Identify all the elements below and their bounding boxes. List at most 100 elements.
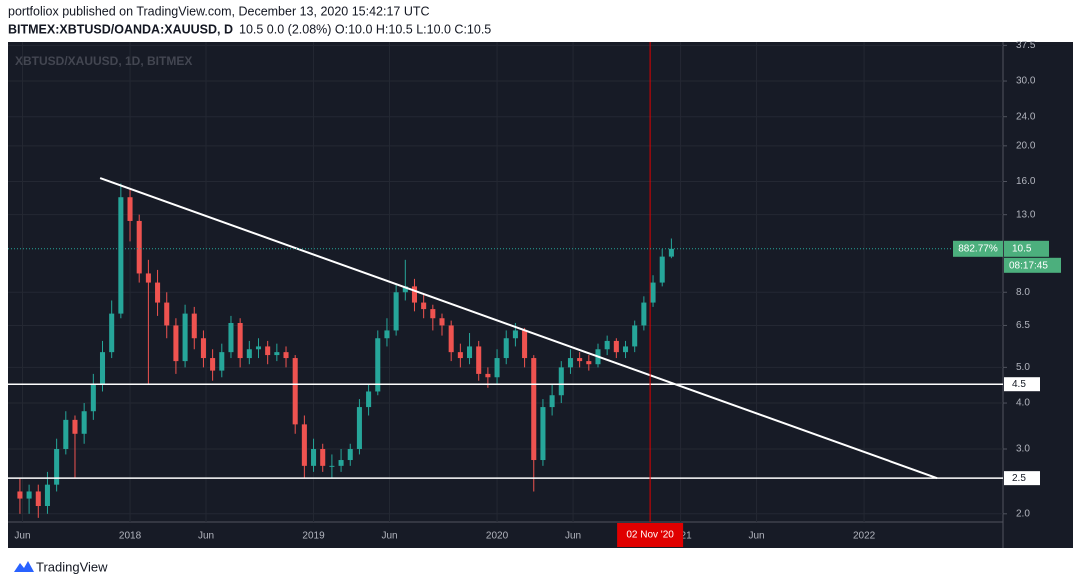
level-label-box	[1004, 377, 1040, 392]
candle-body	[604, 340, 610, 350]
candle-body	[650, 282, 656, 303]
candle-body	[659, 256, 665, 283]
candle-body	[512, 330, 518, 339]
candle-body	[127, 197, 133, 221]
grid	[8, 42, 1003, 522]
candle-body	[255, 346, 262, 350]
level-label: 2.5	[1012, 473, 1026, 484]
level-label: 4.5	[1012, 379, 1026, 390]
candle-body	[17, 491, 23, 499]
candle-body	[347, 449, 353, 461]
countdown-label: 08:17:45	[1009, 260, 1048, 271]
candle-body	[476, 346, 482, 374]
candle-body	[439, 318, 445, 326]
candle-body	[136, 220, 142, 274]
y-tick-label: 8.0	[1016, 287, 1030, 298]
y-tick-label: 3.0	[1016, 444, 1030, 455]
last-price-box	[1004, 240, 1049, 257]
candle-body	[274, 352, 280, 356]
byline: portfoliox published on TradingView.com,…	[8, 4, 430, 18]
candle-body	[320, 449, 326, 466]
candle-body	[173, 325, 179, 362]
candle-body	[632, 325, 638, 347]
candle-body	[329, 465, 335, 467]
candle-body	[301, 424, 307, 466]
candle-body	[81, 411, 87, 434]
candle-body	[540, 407, 546, 461]
candle-body	[402, 286, 408, 293]
candle-body	[531, 358, 537, 461]
candle-body	[54, 449, 60, 485]
quote: 10.5 0.0 (2.08%) O:10.0 H:10.5 L:10.0 C:…	[239, 22, 491, 36]
candle-body	[522, 330, 528, 359]
candle-body	[613, 340, 619, 353]
date-marker-box	[617, 523, 684, 547]
candle-body	[210, 358, 216, 371]
candle-body	[283, 352, 289, 359]
y-tick-label: 16.0	[1016, 176, 1036, 187]
x-tick-label: Jun	[198, 531, 214, 542]
x-tick-label: Jun	[14, 531, 30, 542]
candle-body	[246, 349, 252, 359]
level-label-box	[1004, 471, 1040, 486]
y-tick-label: 6.5	[1016, 320, 1030, 331]
candle-body	[109, 313, 115, 353]
tradingview-logo: TradingView	[14, 559, 108, 574]
candle-body	[421, 302, 427, 310]
trend-line	[99, 177, 938, 480]
candle-body	[577, 358, 583, 362]
candle-body	[411, 286, 418, 303]
candle-body	[155, 282, 161, 303]
candle-body	[430, 309, 436, 319]
candle-body	[494, 358, 500, 378]
candle-body	[641, 302, 647, 326]
y-tick-label: 4.0	[1016, 398, 1030, 409]
candle-body	[145, 273, 151, 283]
candle-body	[457, 352, 463, 359]
plot	[8, 42, 1003, 522]
candle-body	[366, 391, 372, 408]
candle-body	[311, 449, 317, 466]
y-tick-label: 5.0	[1016, 362, 1030, 373]
candle-body	[63, 419, 69, 450]
candle-body	[356, 407, 362, 450]
candle-body	[485, 373, 491, 378]
candle-body	[219, 352, 225, 371]
candle-body	[384, 330, 390, 339]
y-tick-label: 13.0	[1016, 209, 1036, 220]
overlay: 2.0 3.0 4.0 5.0 6.5 8.0 13.0 16.0 20.0 24.0 30.0 37…	[14, 40, 1061, 547]
candle-body	[558, 367, 564, 396]
candle-body	[448, 325, 454, 353]
symbol: BITMEX:XBTUSD/OANDA:XAUUSD, D	[8, 22, 233, 36]
x-tick-label: Jun	[381, 531, 397, 542]
candle-body	[567, 358, 573, 368]
candle-body	[26, 491, 32, 499]
x-tick-label: Jun	[565, 531, 581, 542]
candle-body	[549, 395, 555, 408]
y-tick-label: 30.0	[1016, 76, 1036, 87]
candle-body	[191, 313, 197, 339]
candle-body	[118, 197, 124, 314]
y-tick-label: 2.0	[1016, 508, 1030, 519]
candle-body	[99, 352, 106, 385]
candle-body	[200, 338, 206, 359]
y-tick-label: 24.0	[1016, 111, 1036, 122]
change-label: 882.77%	[958, 243, 998, 254]
candle-body	[503, 338, 509, 359]
change-box	[953, 240, 1003, 257]
last-price-label: 10.5	[1012, 243, 1032, 254]
x-tick-label: 2022	[853, 531, 876, 542]
candle-body	[237, 323, 243, 359]
candle-body	[228, 323, 234, 353]
candle-body	[393, 292, 399, 331]
candle-body	[35, 491, 41, 507]
candle-body	[182, 313, 188, 362]
y-tick-label: 20.0	[1016, 140, 1036, 151]
candle-body	[44, 484, 50, 507]
logo-icon	[14, 561, 34, 572]
candle-body	[265, 346, 271, 356]
candle-body	[338, 460, 344, 466]
watermark: XBTUSD/XAUUSD, 1D, BITMEX	[15, 54, 192, 68]
